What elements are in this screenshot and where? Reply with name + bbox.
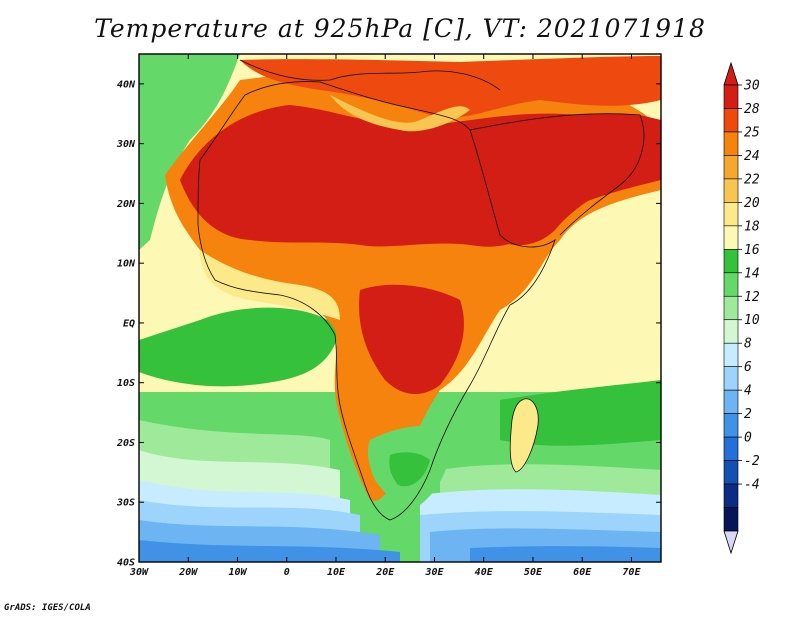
map-title: Temperature at 925hPa [C], VT: 202107191… — [94, 14, 706, 43]
lat-tick-label: 30S — [116, 498, 135, 509]
colorbar-swatch — [723, 249, 739, 274]
colorbar-swatch — [723, 84, 739, 109]
lat-tick-label: 20N — [116, 199, 136, 210]
central-africa-hot — [359, 284, 464, 395]
colorbar-label: 24 — [744, 149, 760, 164]
lon-tick-label: 60E — [573, 567, 592, 578]
colorbar-swatch — [723, 507, 739, 532]
colorbar-swatch — [723, 319, 739, 344]
colorbar-label: 12 — [744, 290, 760, 305]
lon-tick-label: 30W — [129, 567, 149, 578]
colorbar-swatch — [723, 225, 739, 250]
gulf-guinea-coastal — [200, 250, 340, 320]
colorbar-label: 10 — [744, 313, 760, 328]
longitude-axis: 30W 20W 10W 0 10E 20E 30E 40E 50E 60E 70E — [129, 54, 641, 578]
colorbar-swatch — [723, 295, 739, 321]
colorbar-swatch — [723, 178, 739, 203]
colorbar-bottom-arrow — [723, 530, 739, 555]
lat-tick-label: 10N — [117, 259, 136, 270]
colorbar-label: 6 — [744, 360, 752, 375]
lon-tick-label: 10W — [228, 567, 247, 578]
lon-tick-label: 10E — [327, 567, 346, 578]
equatorial-atlantic-cool — [139, 307, 340, 387]
colorbar-swatch — [723, 155, 739, 180]
mediterranean-warm — [240, 56, 661, 119]
lon-tick-label: 20E — [375, 567, 395, 578]
lon-tick-label: 0 — [284, 567, 290, 578]
lat-tick-label: 10S — [117, 378, 135, 389]
colorbar-label: -2 — [744, 454, 760, 469]
colorbar-swatch — [723, 131, 739, 156]
lon-tick-label: 20W — [178, 567, 198, 578]
highveld-cool — [389, 452, 430, 487]
colorbar-swatch — [723, 413, 739, 438]
canary-current-cool — [139, 54, 240, 250]
madagascar-land — [510, 398, 539, 472]
colorbar-label: 14 — [744, 266, 760, 281]
lat-tick-label: 40S — [117, 558, 135, 569]
colorbar-swatch — [723, 389, 739, 414]
map-frame — [138, 53, 662, 563]
colorbar-label: 16 — [744, 243, 760, 258]
colorbar-label: 0 — [744, 431, 752, 446]
lat-tick-label: 20S — [116, 438, 135, 449]
lon-tick-label: 30E — [424, 567, 444, 578]
lat-tick-label: EQ — [123, 318, 135, 329]
colorbar-swatch — [723, 202, 739, 227]
colorbar-label: -4 — [744, 478, 760, 493]
lon-tick-label: 50E — [524, 567, 543, 578]
arabia-hot-core — [470, 113, 661, 246]
colorbar-label: 18 — [744, 219, 760, 234]
colorbar-label: 2 — [744, 407, 752, 422]
arabia-coastline — [469, 113, 645, 236]
lon-tick-label: 40E — [475, 567, 494, 578]
coastlines — [197, 59, 645, 521]
southern-europe-coastline — [239, 59, 501, 91]
colorbar-label: 25 — [744, 125, 760, 140]
indian-ocean-cool — [500, 380, 661, 446]
temperature-field — [139, 54, 661, 562]
grads-credit: GrADS: IGES/COLA — [4, 603, 91, 613]
band-2-east — [470, 546, 661, 562]
band-2-west — [139, 540, 400, 562]
colorbar-label: 4 — [744, 384, 752, 399]
madagascar-coastline — [509, 398, 539, 473]
colorbar-swatch — [723, 108, 739, 133]
colorbar-label: 8 — [744, 337, 752, 352]
colorbar-swatch — [723, 342, 739, 367]
africa-coastline — [197, 81, 556, 521]
colorbar-label: 30 — [743, 79, 760, 94]
lon-tick-label: 70E — [622, 567, 641, 578]
latitude-axis: 40N 30N 20N 10N EQ 10S 20S 30S 40S — [116, 79, 661, 569]
colorbar-label: 20 — [744, 196, 760, 211]
colorbar-swatch — [723, 366, 739, 391]
lat-tick-label: 30N — [116, 139, 136, 150]
colorbar-swatch — [723, 483, 739, 508]
colorbar-swatch — [723, 460, 739, 485]
colorbar-label: 22 — [744, 172, 760, 187]
colorbar-top-arrow — [723, 61, 739, 86]
colorbar-swatch — [723, 436, 739, 461]
mediterranean-sea-band — [330, 95, 470, 132]
colorbar-swatch — [723, 272, 739, 297]
lat-tick-label: 40N — [117, 79, 136, 90]
colorbar-label: 28 — [744, 102, 760, 117]
